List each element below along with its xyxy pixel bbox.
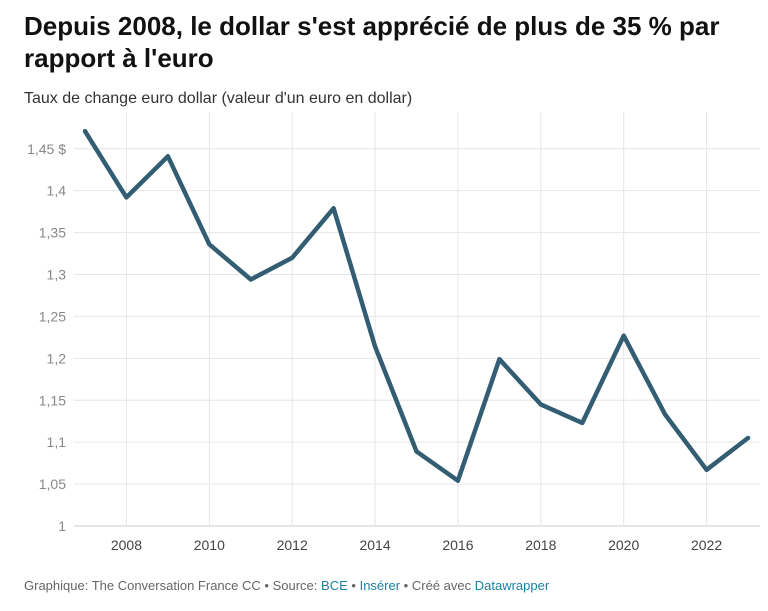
footer-separator: • [351, 578, 356, 593]
footer-credit: Graphique: The Conversation France CC [24, 578, 261, 593]
series-line [82, 128, 751, 483]
series-layer [82, 128, 751, 483]
y-tick-label: 1,2 [47, 350, 67, 366]
data-point [663, 412, 668, 417]
data-point [373, 344, 378, 349]
data-point [331, 206, 336, 211]
footer: Graphique: The Conversation France CC • … [24, 578, 549, 593]
x-tick-label: 2018 [525, 537, 556, 553]
data-point [746, 435, 750, 440]
data-point [83, 129, 87, 134]
data-point [165, 154, 170, 159]
x-axis-ticks: 2008 2010 2012 2014 2016 2018 2020 2022 [111, 537, 722, 553]
data-point [414, 449, 419, 454]
y-tick-label: 1,4 [47, 183, 67, 199]
y-tick-label: 1,1 [47, 434, 67, 450]
data-point [497, 357, 502, 362]
source-link[interactable]: BCE [321, 578, 348, 593]
y-tick-label: 1,35 [39, 225, 66, 241]
y-axis-ticks: 1 1,05 1,1 1,15 1,2 1,25 1,3 1,35 1,4 1,45 $ [27, 141, 66, 534]
data-point [580, 420, 585, 425]
data-point [248, 277, 253, 282]
x-tick-label: 2014 [359, 537, 390, 553]
footer-separator: • [403, 578, 409, 593]
y-tick-label: 1 [58, 518, 66, 534]
data-point [124, 195, 129, 200]
y-tick-label: 1,05 [39, 476, 66, 492]
data-point [455, 478, 460, 483]
insert-link[interactable]: Insérer [359, 578, 401, 593]
x-tick-label: 2016 [442, 537, 473, 553]
footer-source-prefix: Source: [272, 578, 318, 593]
grid-layer [74, 112, 760, 527]
x-tick-label: 2010 [194, 537, 225, 553]
y-tick-label: 1,15 [39, 392, 66, 408]
x-tick-label: 2012 [277, 537, 308, 553]
data-point [290, 255, 295, 260]
x-tick-label: 2008 [111, 537, 142, 553]
footer-separator: • [264, 578, 269, 593]
data-point [538, 402, 543, 407]
data-point [621, 333, 626, 338]
y-tick-label: 1,25 [39, 308, 66, 324]
data-point [704, 467, 709, 472]
y-tick-label: 1,45 $ [27, 141, 66, 157]
chart-subtitle: Taux de change euro dollar (valeur d'un … [24, 90, 413, 107]
chart-title: Depuis 2008, le dollar s'est apprécié de… [24, 11, 720, 73]
footer-created-prefix: Créé avec [411, 578, 472, 593]
x-tick-label: 2020 [608, 537, 639, 553]
x-tick-label: 2022 [691, 537, 722, 553]
datawrapper-link[interactable]: Datawrapper [474, 578, 550, 593]
data-point [207, 242, 212, 247]
y-tick-label: 1,3 [47, 267, 67, 283]
